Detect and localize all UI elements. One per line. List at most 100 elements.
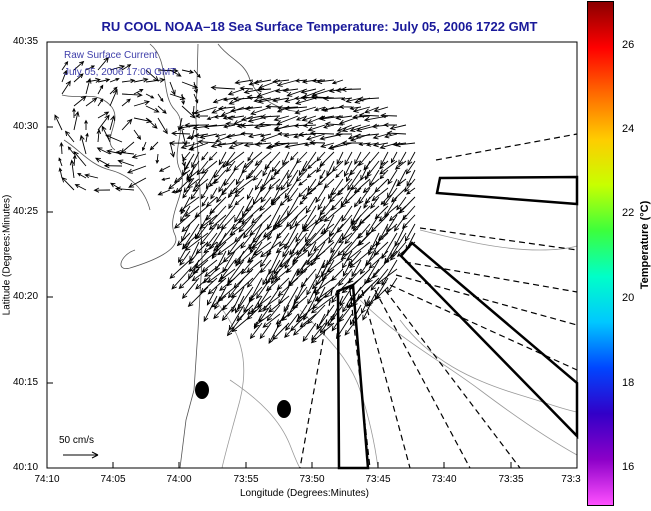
current-vector: [181, 232, 200, 250]
current-vector: [273, 124, 299, 131]
current-vector: [202, 268, 218, 284]
current-vector: [398, 151, 407, 166]
colorbar-tick: 20: [622, 292, 635, 304]
current-vector: [284, 241, 299, 270]
current-vector: [266, 304, 281, 322]
xtick-label: 73:50: [299, 474, 325, 485]
current-vector: [233, 160, 245, 171]
current-vector: [262, 160, 272, 177]
current-vector: [284, 322, 299, 338]
current-vector: [292, 322, 308, 336]
current-vector: [103, 163, 123, 169]
current-vector: [61, 80, 71, 95]
current-vector: [407, 151, 416, 166]
current-vector: [302, 322, 317, 342]
current-vector: [228, 304, 245, 331]
current-vector: [351, 178, 362, 191]
xtick-label: 73:3: [561, 474, 581, 485]
current-vector: [94, 157, 111, 167]
current-vector: [282, 232, 299, 258]
x-axis-label: Longitude (Degrees:Minutes): [240, 488, 369, 499]
current-vector: [406, 187, 416, 195]
current-vector: [347, 169, 362, 191]
current-vector: [239, 86, 254, 91]
current-vector: [201, 151, 209, 161]
current-vector: [309, 130, 335, 136]
current-vector: [390, 151, 398, 164]
current-vector: [302, 123, 317, 128]
current-vector: [315, 187, 326, 204]
current-vector: [223, 169, 236, 187]
current-vector: [276, 205, 299, 229]
current-vector: [217, 105, 236, 111]
current-vector: [181, 223, 191, 243]
current-vector: [254, 178, 263, 191]
current-vector: [227, 232, 245, 256]
legend-current-time: July 05, 2006 17:00 GMT: [64, 67, 177, 78]
current-vector: [353, 196, 362, 208]
current-vector: [315, 259, 326, 280]
current-vector: [352, 106, 371, 113]
current-vector: [245, 196, 263, 212]
current-vector: [316, 79, 335, 85]
current-vector: [358, 187, 371, 205]
current-vector: [344, 160, 353, 178]
current-vector: [213, 114, 227, 119]
current-vector: [320, 106, 344, 112]
current-vector: [314, 277, 326, 297]
current-vector: [263, 286, 281, 312]
current-vector: [260, 133, 281, 142]
current-vector: [362, 304, 371, 321]
current-vector: [221, 178, 236, 196]
current-vector: [252, 169, 263, 181]
current-vector: [208, 205, 227, 226]
current-vector: [181, 93, 186, 106]
colorbar-tick: 16: [622, 461, 635, 473]
current-vector: [284, 142, 308, 149]
current-vector: [199, 223, 218, 246]
current-vector: [347, 268, 362, 284]
current-vector: [331, 79, 344, 85]
current-vector: [286, 169, 299, 188]
current-vector: [200, 277, 218, 294]
current-vector: [234, 178, 254, 194]
current-vector: [373, 106, 389, 113]
current-vector: [304, 142, 317, 147]
current-vector: [93, 187, 111, 193]
current-vector: [374, 205, 389, 220]
current-vector: [327, 304, 344, 327]
current-vector: [158, 165, 171, 172]
current-vector: [67, 146, 75, 155]
current-vector: [271, 196, 281, 206]
current-vector: [195, 223, 209, 240]
current-vector: [268, 322, 281, 345]
current-vector: [252, 241, 272, 256]
current-vector: [73, 95, 87, 107]
current-vector: [256, 277, 272, 300]
current-vector: [287, 187, 299, 203]
ytick-label: 40:35: [13, 36, 39, 47]
current-vector: [272, 97, 290, 103]
current-vector: [245, 169, 254, 180]
current-vector: [221, 304, 236, 322]
station-marker: [195, 381, 209, 399]
current-vector: [178, 268, 200, 290]
current-vector: [174, 214, 191, 229]
current-vector: [243, 295, 254, 314]
current-vector: [315, 205, 326, 226]
current-vector: [205, 169, 218, 190]
current-vector: [234, 196, 245, 206]
current-vector: [268, 295, 290, 313]
current-vector: [249, 322, 263, 340]
current-vector: [85, 65, 96, 71]
current-vector: [354, 151, 362, 166]
current-vector: [295, 304, 317, 323]
current-vector: [323, 124, 335, 129]
current-vector: [210, 187, 218, 200]
current-vector: [213, 304, 227, 320]
current-vector: [193, 133, 209, 138]
current-vector: [372, 142, 389, 148]
current-vector: [396, 196, 407, 211]
current-vector: [312, 277, 335, 294]
current-vector: [354, 133, 380, 139]
